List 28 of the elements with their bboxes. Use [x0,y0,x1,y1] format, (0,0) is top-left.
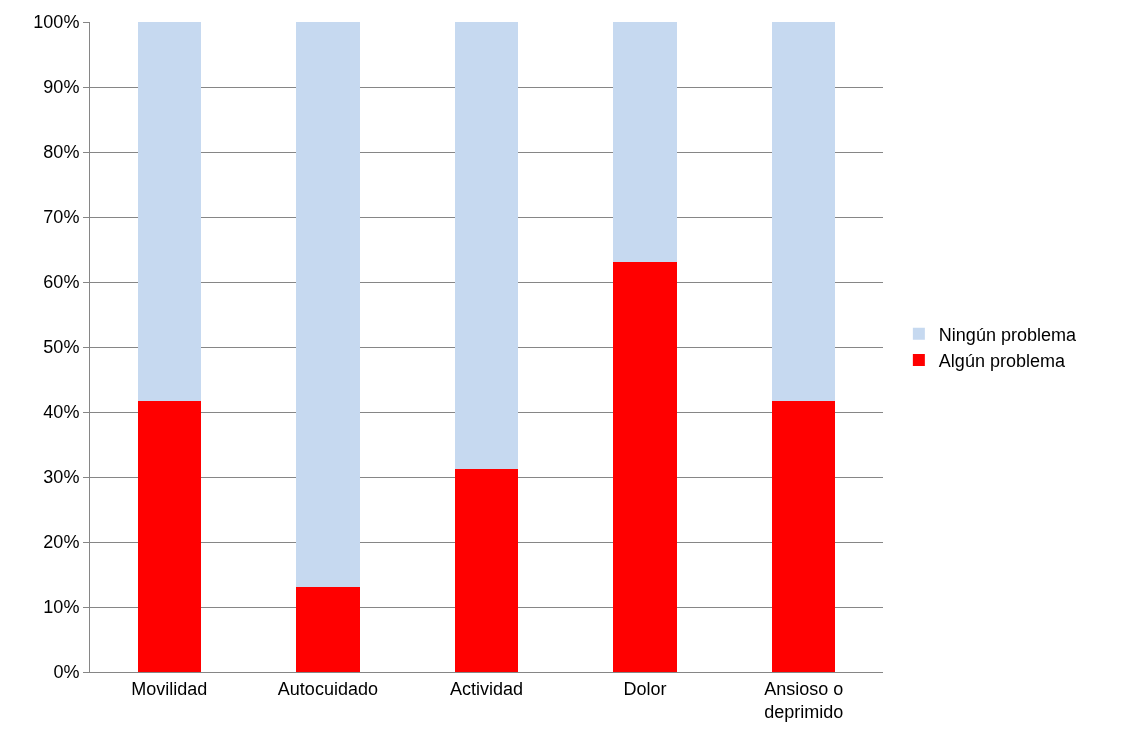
x-tick-label: Ansioso o deprimido [764,678,844,722]
bar [137,22,202,401]
bar [771,22,836,401]
bar [296,22,360,587]
y-tick-label: 70% [43,207,80,228]
y-tick-label: 40% [43,402,80,423]
x-tick-label: Actividad [449,678,524,699]
y-tick-label: 0% [53,662,80,683]
y-tick-label: 10% [43,597,80,618]
bar [137,400,202,672]
y-tick-label: 80% [43,142,80,163]
bar [454,468,519,672]
bar [771,400,836,672]
y-tick-label: 50% [43,337,80,358]
y-tick-label: 100% [33,12,80,33]
x-tick-label: Dolor [623,678,667,699]
x-tick-label: Autocuidado [277,678,378,699]
y-tick-label: 20% [43,532,80,553]
y-tick-label: 30% [43,467,80,488]
y-tick-label: 60% [43,272,80,293]
bar [613,261,677,672]
y-tick-label: 90% [43,77,80,98]
x-tick-label: Movilidad [131,678,208,699]
bar [454,22,519,469]
bar [613,22,677,262]
legend-label: Algún problema [938,351,1066,372]
bar [296,586,360,672]
legend-label: Ningún problema [938,324,1077,345]
